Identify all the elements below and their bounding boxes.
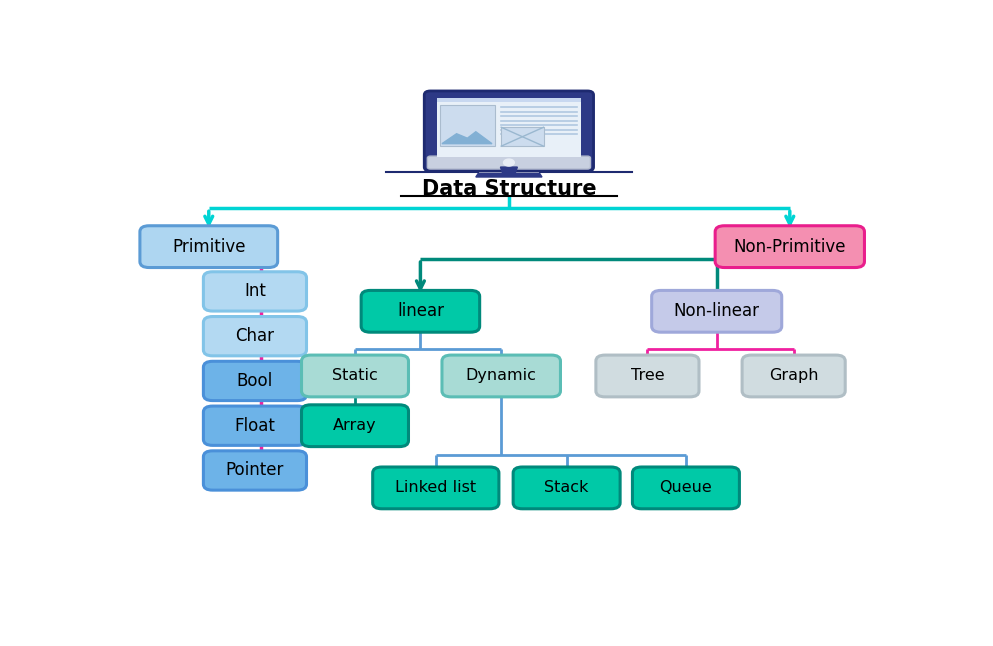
Text: Linked list: Linked list: [395, 481, 477, 495]
FancyBboxPatch shape: [596, 355, 699, 397]
FancyBboxPatch shape: [361, 291, 480, 332]
Text: Primitive: Primitive: [172, 238, 245, 256]
Text: Data Structure: Data Structure: [422, 180, 596, 200]
FancyBboxPatch shape: [742, 355, 845, 397]
Text: Non-Primitive: Non-Primitive: [734, 238, 846, 256]
Text: Int: Int: [244, 282, 266, 300]
Circle shape: [503, 159, 514, 166]
FancyBboxPatch shape: [204, 451, 307, 490]
Text: Char: Char: [235, 327, 274, 345]
FancyBboxPatch shape: [437, 98, 581, 103]
Polygon shape: [500, 167, 517, 174]
FancyBboxPatch shape: [651, 291, 781, 332]
FancyBboxPatch shape: [204, 317, 307, 356]
Text: linear: linear: [397, 302, 444, 320]
FancyBboxPatch shape: [427, 156, 591, 169]
Text: Graph: Graph: [769, 368, 818, 384]
FancyBboxPatch shape: [204, 272, 307, 311]
FancyBboxPatch shape: [372, 467, 498, 509]
Text: Queue: Queue: [659, 481, 712, 495]
FancyBboxPatch shape: [501, 127, 543, 146]
Text: Float: Float: [234, 417, 275, 435]
Text: Pointer: Pointer: [225, 461, 284, 479]
Text: Non-linear: Non-linear: [673, 302, 760, 320]
Polygon shape: [476, 174, 542, 177]
Polygon shape: [442, 132, 492, 143]
FancyBboxPatch shape: [513, 467, 620, 509]
FancyBboxPatch shape: [204, 406, 307, 445]
FancyBboxPatch shape: [302, 405, 408, 446]
Text: Tree: Tree: [631, 368, 664, 384]
FancyBboxPatch shape: [424, 91, 594, 171]
FancyBboxPatch shape: [140, 225, 278, 267]
FancyBboxPatch shape: [442, 355, 560, 397]
Text: Stack: Stack: [544, 481, 589, 495]
Text: Static: Static: [332, 368, 378, 384]
FancyBboxPatch shape: [633, 467, 740, 509]
FancyBboxPatch shape: [204, 361, 307, 401]
Text: Bool: Bool: [236, 372, 273, 390]
FancyBboxPatch shape: [437, 98, 581, 157]
Text: Array: Array: [334, 418, 376, 433]
FancyBboxPatch shape: [302, 355, 408, 397]
FancyBboxPatch shape: [440, 105, 496, 146]
FancyBboxPatch shape: [715, 225, 865, 267]
Text: Dynamic: Dynamic: [466, 368, 536, 384]
